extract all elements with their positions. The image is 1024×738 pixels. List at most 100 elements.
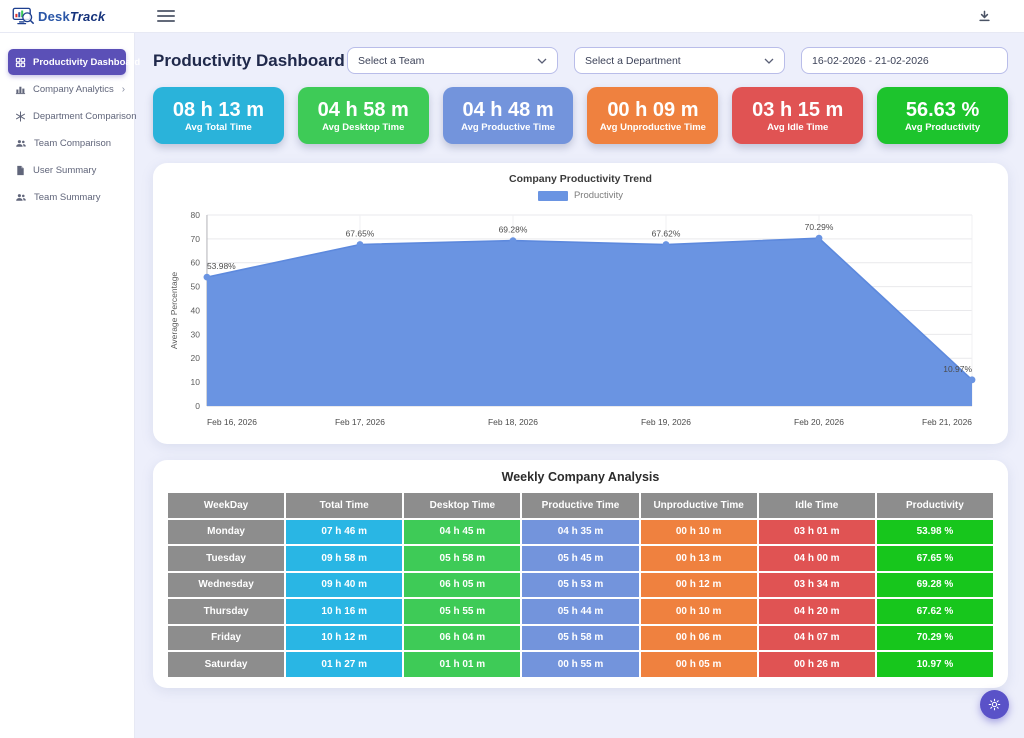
sidebar-item-department-comparison[interactable]: Department Comparison (8, 103, 137, 129)
table-title: Weekly Company Analysis (501, 470, 660, 484)
stat-value: 56.63 % (905, 98, 980, 121)
stat-label: Avg Productivity (904, 121, 981, 133)
logo-monitor-icon (12, 7, 34, 25)
value-cell: 05 h 55 m (403, 598, 522, 625)
table-header-cell: WeekDay (167, 492, 286, 519)
table-row: Friday 10 h 12 m 06 h 04 m 05 h 58 m 00 h 06… (167, 624, 994, 651)
logo-text: DeskTrack (38, 8, 106, 24)
sidebar-item-label: Team Comparison (34, 137, 112, 149)
svg-text:40: 40 (191, 305, 201, 315)
value-cell: 01 h 27 m (285, 651, 404, 678)
value-cell: 00 h 10 m (639, 518, 758, 545)
value-cell: 53.98 % (875, 518, 994, 545)
sidebar-item-company-analytics[interactable]: Company Analytics › (8, 76, 126, 102)
value-cell: 00 h 10 m (639, 598, 758, 625)
stat-label: Avg Unproductive Time (599, 121, 706, 133)
chevron-down-icon (764, 58, 774, 64)
value-cell: 00 h 05 m (639, 651, 758, 678)
area-chart: 0 10 20 30 40 50 60 70 80 53.98% 67.65% 69.28% 67.62… (167, 203, 994, 445)
weekly-table-body: Monday 07 h 46 m 04 h 45 m 04 h 35 m 00 h 10… (167, 518, 994, 678)
sidebar-item-team-comparison[interactable]: Team Comparison (8, 130, 126, 156)
weekday-cell: Wednesday (167, 571, 286, 598)
table-header-cell: Idle Time (757, 492, 876, 519)
bar-chart-icon (15, 86, 26, 94)
table-header-cell: Productivity (875, 492, 994, 519)
svg-text:30: 30 (191, 329, 201, 339)
sidebar-item-user-summary[interactable]: User Summary (8, 157, 126, 183)
table-header-cell: Desktop Time (403, 492, 522, 519)
value-cell: 03 h 34 m (757, 571, 876, 598)
stat-card-idle-time: 03 h 15 m Avg Idle Time (732, 87, 864, 144)
sidebar-item-productivity-dashboard[interactable]: Productivity Dashboard (8, 49, 140, 75)
users-icon (16, 193, 26, 201)
value-cell: 10 h 12 m (285, 624, 404, 651)
table-row: Thursday 10 h 16 m 05 h 55 m 05 h 44 m 00 h … (167, 598, 994, 625)
value-cell: 10.97 % (875, 651, 994, 678)
value-cell: 09 h 40 m (285, 571, 404, 598)
department-select[interactable]: Select a Department (574, 47, 785, 74)
stat-label: Avg Idle Time (767, 121, 829, 133)
svg-text:70: 70 (191, 234, 201, 244)
download-icon[interactable] (977, 9, 992, 23)
table-header-cell: Unproductive Time (639, 492, 758, 519)
value-cell: 10 h 16 m (285, 598, 404, 625)
sidebar-item-label: Team Summary (34, 191, 101, 203)
stat-value: 04 h 48 m (462, 98, 554, 121)
team-select-value: Select a Team (358, 54, 425, 67)
area-chart-svg: 0 10 20 30 40 50 60 70 80 53.98% 67.65% 69.28% 67.62… (169, 210, 976, 427)
productivity-trend-chart-card: Company Productivity Trend Productivity … (153, 163, 1008, 444)
svg-text:60: 60 (191, 258, 201, 268)
svg-text:0: 0 (195, 401, 200, 411)
sidebar-item-label: Productivity Dashboard (33, 56, 141, 68)
value-cell: 00 h 13 m (639, 545, 758, 572)
value-cell: 03 h 01 m (757, 518, 876, 545)
value-cell: 04 h 45 m (403, 518, 522, 545)
date-range-input[interactable]: 16-02-2026 - 21-02-2026 (801, 47, 1008, 74)
value-cell: 00 h 55 m (521, 651, 640, 678)
value-cell: 04 h 00 m (757, 545, 876, 572)
value-cell: 09 h 58 m (285, 545, 404, 572)
stat-card-productive-time: 04 h 48 m Avg Productive Time (442, 87, 574, 144)
sidebar-item-label: Company Analytics (33, 83, 114, 95)
stat-card-total-time: 08 h 13 m Avg Total Time (153, 87, 284, 144)
svg-text:69.28%: 69.28% (499, 225, 528, 235)
value-cell: 04 h 20 m (757, 598, 876, 625)
chevron-down-icon (537, 58, 547, 64)
svg-text:Feb 18, 2026: Feb 18, 2026 (488, 417, 538, 427)
chart-legend[interactable]: Productivity (167, 190, 994, 201)
hamburger-icon[interactable] (157, 10, 175, 22)
weekday-cell: Thursday (167, 598, 286, 625)
value-cell: 05 h 58 m (403, 545, 522, 572)
svg-text:Average Percentage: Average Percentage (169, 272, 179, 350)
svg-text:67.65%: 67.65% (346, 228, 375, 238)
sidebar-item-team-summary[interactable]: Team Summary (8, 184, 126, 210)
app-logo: DeskTrack (0, 7, 135, 25)
document-icon (17, 165, 24, 175)
users-icon (16, 139, 26, 147)
value-cell: 04 h 35 m (521, 518, 640, 545)
svg-text:20: 20 (191, 353, 201, 363)
settings-fab[interactable] (980, 690, 1009, 719)
weekday-cell: Friday (167, 624, 286, 651)
stat-label: Avg Productive Time (461, 121, 556, 133)
top-navbar: DeskTrack (0, 0, 1024, 33)
stat-cards-row: 08 h 13 m Avg Total Time 04 h 58 m Avg Des… (153, 87, 1008, 144)
svg-text:Feb 19, 2026: Feb 19, 2026 (641, 417, 691, 427)
value-cell: 06 h 04 m (403, 624, 522, 651)
weekly-analysis-card: Weekly Company Analysis WeekDay Total Tim… (153, 460, 1008, 688)
svg-text:Feb 20, 2026: Feb 20, 2026 (794, 417, 844, 427)
value-cell: 05 h 58 m (521, 624, 640, 651)
team-select[interactable]: Select a Team (347, 47, 558, 74)
value-cell: 01 h 01 m (403, 651, 522, 678)
main-content: Productivity Dashboard Select a Team Sel… (135, 33, 1024, 738)
chart-title: Company Productivity Trend (509, 173, 652, 185)
svg-text:80: 80 (191, 210, 201, 220)
legend-label: Productivity (573, 190, 624, 201)
value-cell: 00 h 06 m (639, 624, 758, 651)
sidebar: Productivity Dashboard Company Analytics… (0, 33, 140, 738)
weekday-cell: Monday (167, 518, 286, 545)
table-row: Tuesday 09 h 58 m 05 h 58 m 05 h 45 m 00 h 1… (167, 545, 994, 572)
legend-swatch (537, 190, 568, 201)
svg-text:10: 10 (191, 377, 201, 387)
stat-value: 08 h 13 m (172, 98, 264, 121)
